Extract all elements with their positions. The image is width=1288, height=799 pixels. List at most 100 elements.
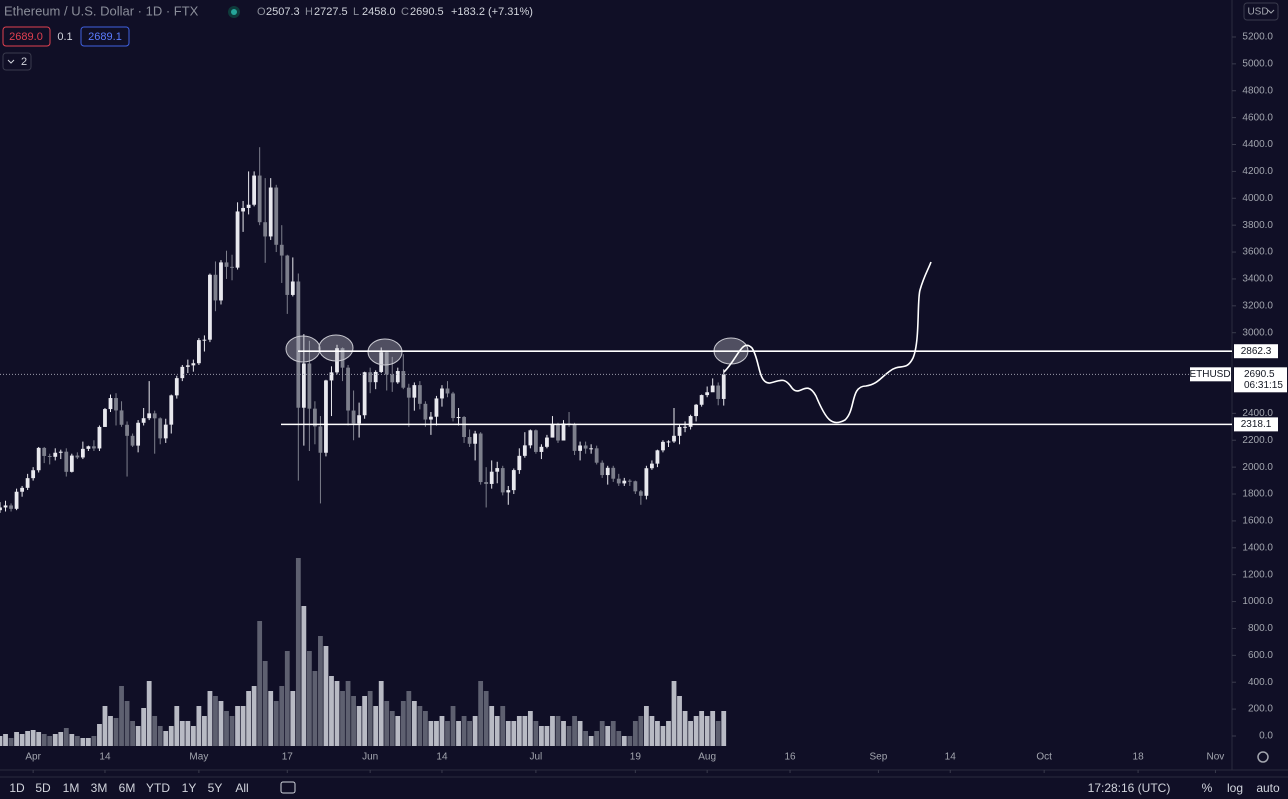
candle-body — [224, 262, 229, 267]
volume-bar — [168, 726, 174, 746]
candle-body — [163, 424, 168, 439]
range-button[interactable]: 1Y — [182, 781, 197, 795]
candle-body — [147, 413, 152, 419]
volume-bar — [36, 732, 42, 746]
y-tick-label: 200.0 — [1248, 704, 1273, 715]
scale-option[interactable]: auto — [1256, 781, 1280, 795]
volume-bar — [284, 651, 290, 746]
volume-bar — [157, 726, 163, 746]
candle-body — [362, 372, 367, 416]
range-button[interactable]: 5Y — [208, 781, 223, 795]
x-tick-label: 14 — [99, 752, 111, 763]
volume-bar — [52, 734, 58, 746]
candle-body — [14, 491, 19, 509]
range-button[interactable]: All — [235, 781, 248, 795]
candle-body — [268, 187, 273, 237]
volume-bar — [97, 724, 102, 746]
candle-body — [191, 363, 196, 366]
y-tick-label: 4200.0 — [1242, 166, 1273, 177]
range-button[interactable]: 1M — [63, 781, 80, 795]
clock: 17:28:16 (UTC) — [1088, 781, 1171, 795]
candle-body — [384, 352, 389, 375]
ask-price[interactable]: 2689.1 — [88, 31, 122, 43]
highlight-ellipse — [285, 335, 321, 363]
currency-box[interactable] — [1243, 2, 1279, 21]
volume-bar — [25, 731, 31, 746]
range-button[interactable]: 5D — [35, 781, 51, 795]
date-range-icon[interactable] — [280, 781, 296, 794]
candle-body — [80, 448, 85, 458]
y-tick-label: 1200.0 — [1242, 569, 1273, 580]
volume-bar — [190, 726, 196, 746]
currency[interactable]: USD — [1247, 7, 1268, 18]
range-button[interactable]: YTD — [146, 781, 170, 795]
volume-bar — [533, 721, 539, 746]
range-button[interactable]: 1D — [9, 781, 25, 795]
bid-box[interactable] — [2, 26, 51, 47]
candle-body — [213, 274, 218, 301]
candle-body — [196, 340, 201, 364]
candle-body — [533, 430, 538, 452]
y-tick-label: 3200.0 — [1242, 300, 1273, 311]
candle-body — [467, 437, 472, 444]
candle-body — [373, 371, 378, 383]
candle-body — [119, 410, 124, 425]
volume-bar — [213, 696, 218, 746]
volume-bar — [478, 681, 484, 746]
candle-body — [406, 387, 411, 398]
scale-option[interactable]: log — [1227, 781, 1243, 795]
scale-option[interactable]: % — [1202, 781, 1213, 795]
y-tick-label: 2000.0 — [1242, 462, 1273, 473]
candle-body — [301, 363, 306, 408]
candle-body — [440, 388, 444, 399]
settings-icon[interactable] — [1257, 751, 1269, 763]
volume-bar — [688, 721, 693, 746]
candle-body — [340, 348, 345, 368]
indicators-toggle[interactable] — [2, 52, 32, 71]
volume-bar — [710, 711, 716, 746]
volume-bar — [378, 681, 384, 746]
candle-body — [86, 446, 91, 449]
candle-body — [130, 435, 135, 446]
ask-box[interactable] — [80, 26, 130, 47]
volume-bar — [406, 691, 412, 746]
range-button[interactable]: 3M — [91, 781, 108, 795]
volume-bar — [174, 706, 180, 746]
candle-body — [241, 207, 245, 212]
range-button[interactable]: 6M — [119, 781, 136, 795]
candle-body — [324, 380, 328, 453]
volume-bar — [467, 721, 472, 746]
market-status-dot — [231, 9, 237, 15]
y-tick-label: 600.0 — [1248, 650, 1273, 661]
volume-bar — [489, 706, 495, 746]
ohlc-values: O 2507.3 H 2727.5 L 2458.0 C 2690.5 — [257, 6, 444, 18]
candle-body — [252, 175, 257, 205]
volume-bar — [643, 706, 649, 746]
indicators-count[interactable]: 2 — [21, 56, 27, 68]
volume-bar — [318, 636, 323, 746]
bid-price[interactable]: 2689.0 — [9, 31, 43, 43]
volume-bar — [693, 716, 699, 746]
candle-body — [401, 371, 406, 388]
candle-body — [517, 455, 522, 471]
volume-bar — [682, 711, 688, 746]
candle-body — [412, 385, 417, 398]
candle-body — [395, 371, 400, 383]
candle-body — [627, 480, 632, 482]
volume-bar — [638, 716, 644, 746]
volume-bar — [63, 728, 69, 746]
symbol-tag-box — [1190, 367, 1231, 382]
ohlc-value: 2727.5 — [314, 6, 348, 18]
volume-bar — [516, 716, 522, 746]
y-tick-label: 3800.0 — [1242, 220, 1273, 231]
candle-body — [257, 175, 262, 223]
volume-bar — [544, 726, 550, 746]
volume-bar — [257, 621, 263, 746]
candle-body — [20, 487, 24, 492]
volume-bar — [108, 716, 113, 746]
candle-body — [650, 463, 654, 469]
candle-body — [611, 467, 616, 479]
candle-body — [600, 462, 605, 476]
y-tick-label: 800.0 — [1248, 623, 1273, 634]
candle-body — [114, 398, 118, 411]
